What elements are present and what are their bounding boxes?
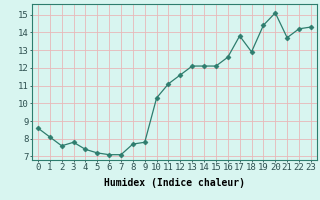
X-axis label: Humidex (Indice chaleur): Humidex (Indice chaleur) [104, 178, 245, 188]
